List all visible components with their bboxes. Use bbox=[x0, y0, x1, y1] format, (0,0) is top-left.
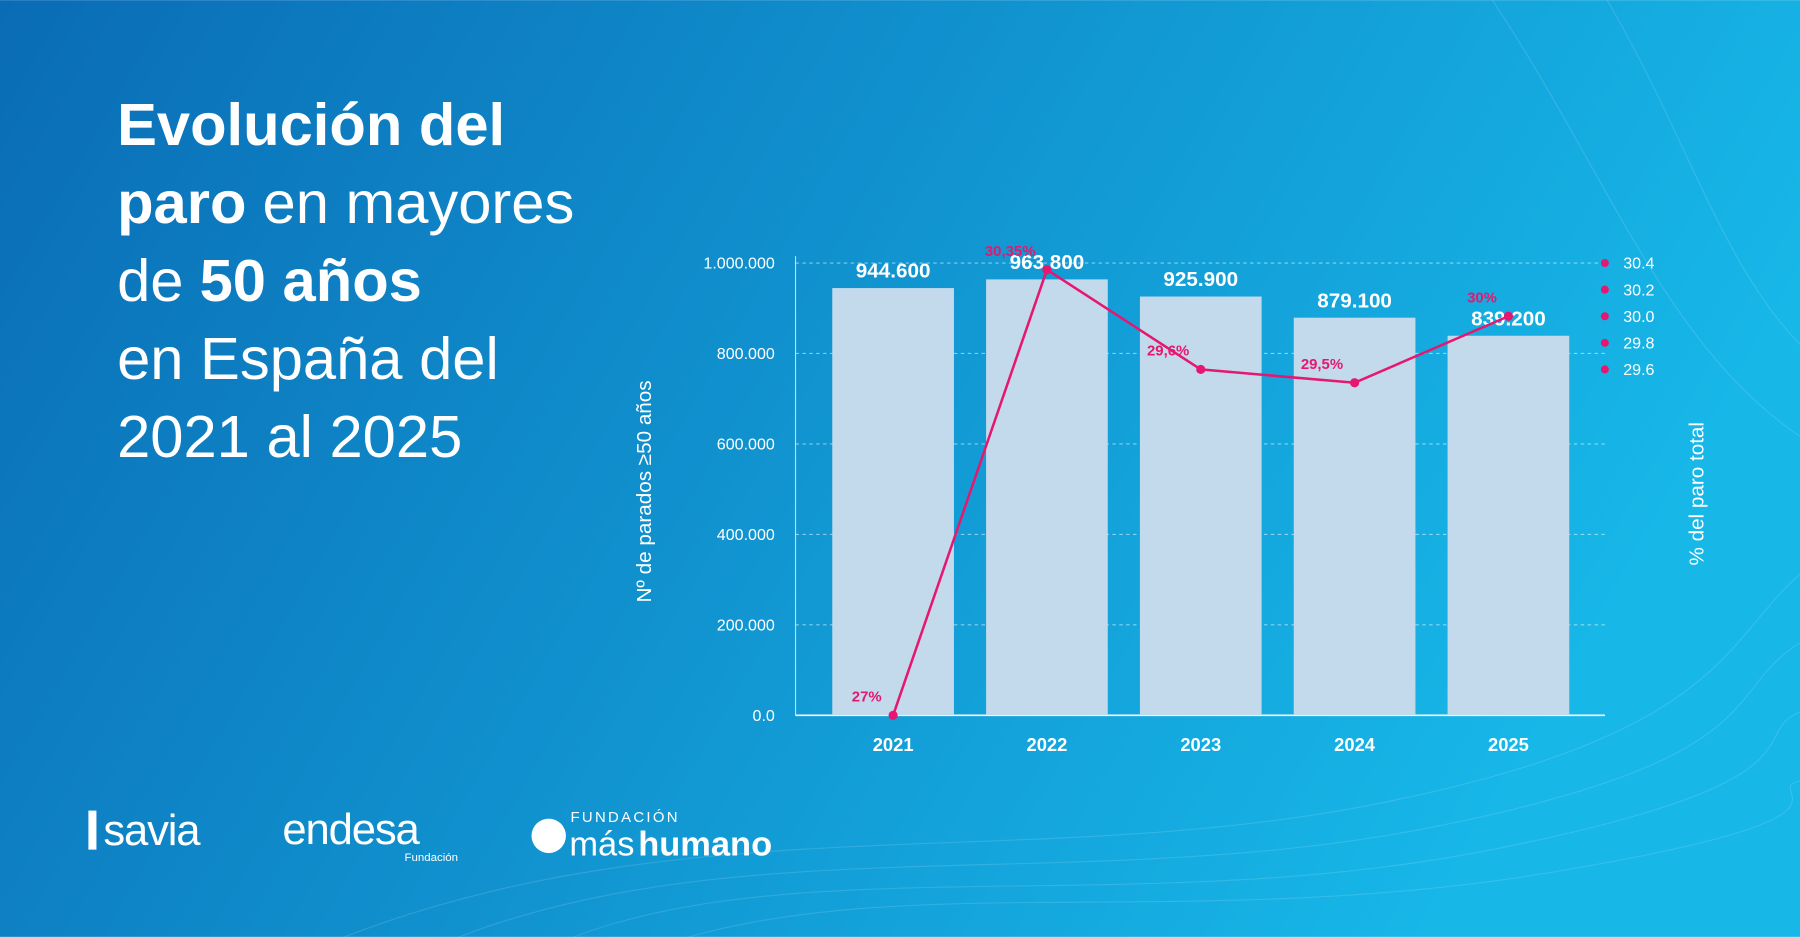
logo-mh-top: FUNDACIÓN bbox=[571, 809, 680, 826]
title: Evolución del paro en mayores de 50 años en E… bbox=[117, 91, 574, 470]
x-tick-label: 2023 bbox=[1180, 734, 1221, 755]
y-axis-label: Nº de parados ≥50 años bbox=[633, 380, 656, 602]
line-value-label: 30,35% bbox=[985, 243, 1036, 260]
line-point bbox=[1196, 364, 1206, 375]
line-point bbox=[888, 710, 898, 720]
title-line: Evolución del bbox=[117, 91, 505, 158]
logos: savia endesa Fundación FUNDACIÓN más hum… bbox=[88, 806, 772, 864]
bar bbox=[986, 279, 1108, 716]
logo-endesa-sub: Fundación bbox=[404, 852, 458, 864]
title-segment: en mayores bbox=[263, 169, 575, 236]
savia-bar bbox=[88, 810, 97, 850]
line-point bbox=[1042, 265, 1052, 275]
y-tick-label: 200.000 bbox=[717, 617, 775, 635]
y2-tick-label: 29.8 bbox=[1623, 335, 1654, 353]
x-tick-label: 2022 bbox=[1027, 734, 1068, 755]
y2-tick-label: 30.0 bbox=[1623, 308, 1654, 326]
bar-value-label: 925.900 bbox=[1163, 268, 1238, 291]
y2-tick-label: 29.6 bbox=[1623, 361, 1654, 379]
line-value-label: 27% bbox=[852, 689, 882, 706]
line-value-label: 29,6% bbox=[1147, 343, 1189, 360]
bar bbox=[1293, 317, 1416, 716]
logo-savia: savia bbox=[103, 807, 201, 855]
bar-value-label: 963.800 bbox=[1010, 251, 1085, 274]
y2-tick-mark bbox=[1600, 338, 1609, 347]
y2-axis-label: % del paro total bbox=[1686, 422, 1709, 566]
title-line: en España del bbox=[117, 325, 499, 392]
title-line: de 50 años bbox=[117, 247, 422, 314]
title-segment: en España del bbox=[117, 325, 499, 392]
title-segment: Evolución del bbox=[117, 91, 505, 158]
title-segment: de bbox=[117, 247, 183, 314]
decor-waves bbox=[344, 0, 1800, 937]
bar bbox=[832, 288, 954, 716]
x-tick-label: 2021 bbox=[873, 734, 914, 755]
title-segment: 50 años bbox=[200, 247, 422, 314]
bar bbox=[1447, 335, 1570, 716]
bar-value-label: 944.600 bbox=[856, 260, 931, 283]
logo-endesa: endesa bbox=[282, 806, 420, 854]
bar-value-label: 879.100 bbox=[1317, 289, 1392, 312]
plot: 0.0 200.000 400.000 600.000 800.000 1.000.000… bbox=[703, 243, 1654, 755]
title-line: 2021 al 2025 bbox=[117, 403, 462, 470]
y2-tick-mark bbox=[1600, 285, 1609, 294]
title-segment: 2021 al 2025 bbox=[117, 403, 462, 470]
line-point bbox=[1350, 378, 1360, 388]
y-tick-label: 0.0 bbox=[753, 707, 775, 725]
y2-tick-label: 30.2 bbox=[1623, 281, 1654, 299]
y-tick-label: 800.000 bbox=[717, 345, 775, 363]
line-value-label: 29,5% bbox=[1301, 356, 1343, 373]
y2-tick-mark bbox=[1600, 258, 1609, 268]
x-tick-label: 2025 bbox=[1488, 734, 1529, 755]
line-point bbox=[1503, 311, 1514, 321]
y-tick-label: 600.000 bbox=[717, 436, 775, 454]
y2-tick-mark bbox=[1600, 312, 1609, 321]
logo-mh-light: más bbox=[569, 825, 634, 863]
x-tick-label: 2024 bbox=[1334, 734, 1376, 755]
mh-icon bbox=[531, 818, 566, 854]
y2-tick-label: 30.4 bbox=[1623, 255, 1654, 273]
y2-tick-mark bbox=[1600, 365, 1609, 374]
logo-mh-bold: humano bbox=[638, 825, 772, 863]
title-line: paro en mayores bbox=[117, 169, 574, 236]
line-value-label: 30% bbox=[1467, 289, 1497, 306]
y-tick-label: 1.000.000 bbox=[703, 255, 775, 273]
y-tick-label: 400.000 bbox=[717, 526, 775, 544]
title-segment: paro bbox=[117, 169, 246, 236]
